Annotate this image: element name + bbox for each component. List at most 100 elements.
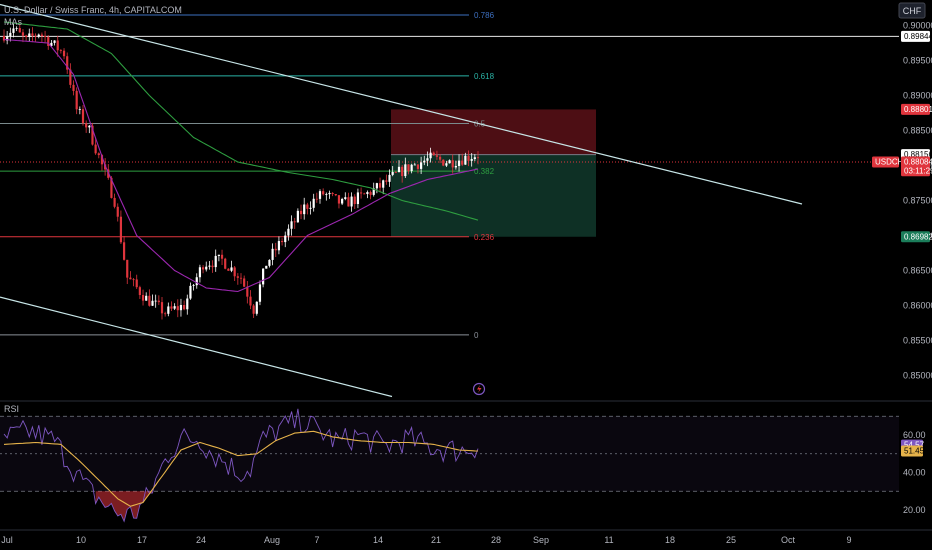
candle-body [192,285,195,286]
candle-body [6,36,9,41]
candle-body [198,267,202,278]
candle-body [315,198,318,200]
rsi-tick-label: 20.00 [903,505,926,515]
candle-body [382,180,385,188]
candle-body [236,276,239,278]
candle-body [309,207,312,209]
time-tick-label: Aug [264,535,280,545]
countdown-tag-label: 03:11:29 [904,166,932,175]
candle-body [59,50,62,52]
candle-body [420,162,423,169]
candle-body [195,277,198,286]
candle-body [157,300,160,303]
rsi-ma-line [3,430,479,507]
candle-body [132,279,135,281]
candle-body [451,160,454,168]
time-tick-label: Jul [1,535,13,545]
candle-body [154,300,157,302]
candle-body [119,216,123,243]
candle-body [438,156,442,160]
rsi-value-tag-label: 51.45 [904,447,925,456]
candle-body [337,195,341,204]
candle-body [341,198,344,204]
candle-body [170,306,173,309]
candle-body [9,32,12,37]
candle-body [353,196,356,205]
candle-body [299,210,303,215]
candle-body [372,188,375,195]
candle-body [454,165,457,168]
rsi-value-tag [901,445,923,457]
candle-body [208,265,211,267]
candle-body [75,90,78,110]
candle-body [53,40,56,43]
candle-body [217,254,220,256]
candle-body [141,294,145,301]
time-tick-label: 18 [665,535,675,545]
candle-body [344,197,347,199]
candle-body [394,172,397,173]
fib-level-label: 0 [474,331,479,340]
candle-body [31,33,34,36]
candle-body [312,198,315,208]
candle-body [85,123,88,128]
candle-body [258,284,262,302]
candle-body [413,164,416,166]
rsi-tick-label: 40.00 [903,468,926,478]
fib-level-label: 0.618 [474,72,495,81]
candle-body [445,163,448,166]
candle-body [37,34,40,37]
rsi-oversold-fill [95,491,153,522]
price-tick-label: 0.85000 [903,371,932,381]
candle-body [280,241,284,243]
candle-body [224,258,227,269]
candle-body [287,228,290,236]
rsi-value-tag-label: 54.57 [904,441,925,450]
candle-body [62,50,66,57]
time-tick-label: 17 [137,535,147,545]
candle-body [448,160,451,164]
candle-body [113,197,116,207]
candle-body [160,302,164,314]
candle-body [183,304,186,310]
candle-body [164,313,167,315]
candle-body [2,36,6,41]
time-tick-label: Oct [781,535,796,545]
candle-body [378,183,382,188]
rsi-pane [0,408,899,523]
rsi-band-fill [0,416,899,492]
candle-body [274,248,277,251]
candle-body [243,278,246,287]
rsi-legend: RSI [4,404,19,414]
currency-button[interactable] [898,2,926,19]
fib-level-label: 0.786 [474,11,495,20]
position-tool[interactable] [391,109,596,237]
rsi-line [3,408,479,523]
time-tick-label: 25 [726,535,736,545]
candle-body [66,56,69,70]
candle-body [211,265,214,268]
candle-body [277,241,281,251]
rsi-tick-label: 60.00 [903,430,926,440]
candle-body [230,267,233,271]
candle-body [18,27,21,33]
candle-body [145,295,148,301]
currency-button-label: CHF [903,6,922,16]
candle-body [69,69,72,85]
candle-body [467,155,470,161]
candle-body [28,33,31,38]
target-zone [391,154,596,237]
candle-body [385,180,388,182]
lightning-icon[interactable] [472,382,486,396]
trendlines[interactable] [0,3,803,398]
candle-body [303,204,306,215]
channel-lower-line [0,296,393,398]
candle-body [442,159,445,166]
candle-body [435,155,439,157]
candle-body [429,152,432,159]
candle-body [331,192,334,194]
